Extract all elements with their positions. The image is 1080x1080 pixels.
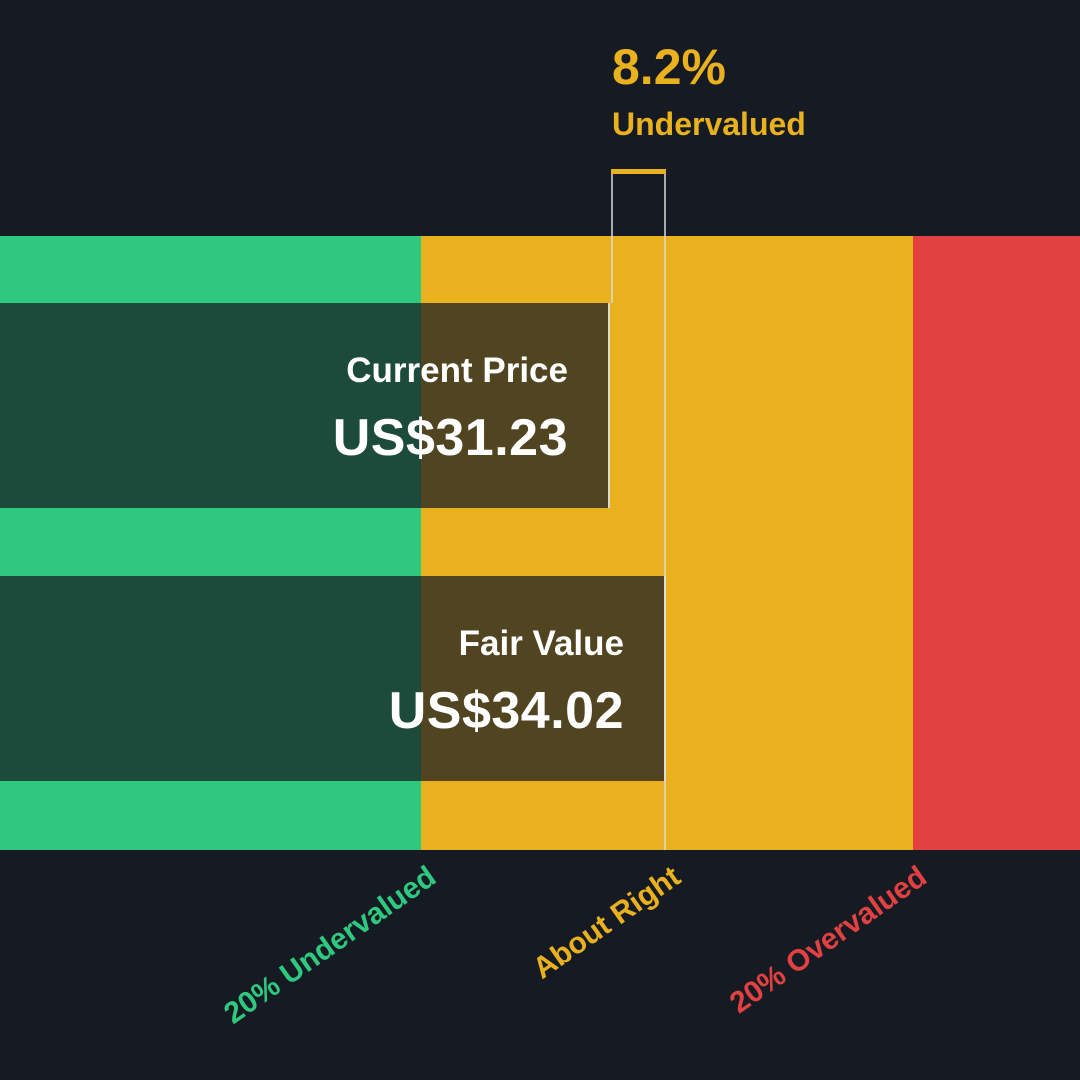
zone-label-overvalued: 20% Overvalued bbox=[723, 860, 933, 1020]
current-price-value: US$31.23 bbox=[332, 409, 568, 467]
current-price-title: Current Price bbox=[346, 351, 568, 390]
discount-percent: 8.2% bbox=[612, 39, 726, 95]
zone-label-about-right: About Right bbox=[527, 860, 687, 986]
discount-bracket bbox=[611, 169, 666, 174]
overvalued-zone bbox=[913, 236, 1080, 850]
fair-value-bar: Fair Value US$34.02 bbox=[0, 576, 666, 781]
current-price-bar: Current Price US$31.23 bbox=[0, 303, 610, 508]
zone-label-undervalued: 20% Undervalued bbox=[218, 860, 443, 1031]
discount-status: Undervalued bbox=[612, 106, 806, 142]
bracket-right-line bbox=[664, 170, 666, 850]
fair-value-title: Fair Value bbox=[458, 624, 624, 663]
fair-value-value: US$34.02 bbox=[388, 682, 624, 740]
bracket-left-line bbox=[611, 170, 613, 303]
